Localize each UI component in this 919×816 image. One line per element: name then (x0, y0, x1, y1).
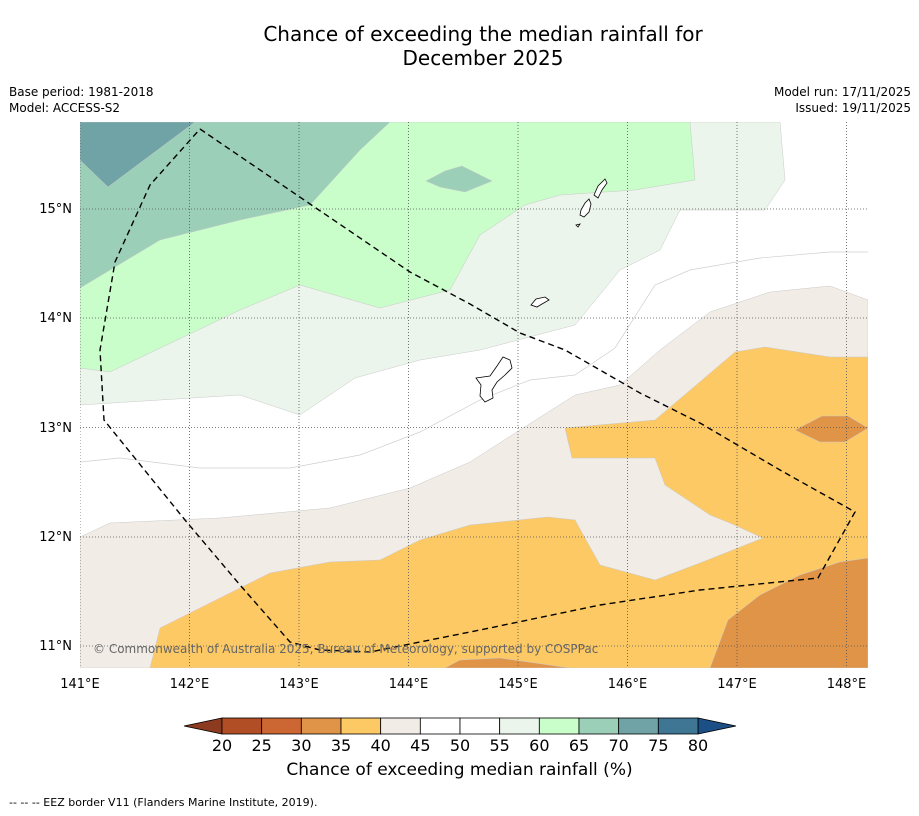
contour-line-a (80, 251, 868, 469)
model-run: Model run: 17/11/2025 (773, 85, 911, 99)
colorbar-tick-label: 20 (212, 736, 232, 755)
lon-label-145: 145°E (498, 677, 538, 692)
lat-label-12: 12°N (39, 530, 72, 545)
colorbar-cell (380, 717, 421, 735)
colorbar-cell (618, 717, 659, 735)
colorbar-cell (657, 717, 699, 735)
colorbar-tick-label: 35 (331, 736, 351, 755)
colorbar-tick-label: 40 (370, 736, 390, 755)
lat-label-14: 14°N (39, 311, 72, 326)
base-period: Base period: 1981-2018 (9, 85, 154, 99)
lon-labels: 141°E 142°E 143°E 144°E 145°E 146°E 147°… (60, 677, 866, 692)
colorbar-title: Chance of exceeding median rainfall (%) (286, 760, 633, 780)
gridlines (80, 122, 868, 668)
colorbar-tick-label: 45 (410, 736, 430, 755)
colorbar-cell (340, 717, 382, 735)
lat-label-15: 15°N (39, 202, 72, 217)
colorbar-tick-label: 30 (291, 736, 311, 755)
colorbar-tick-label: 80 (688, 736, 708, 755)
zone-30-35-east (709, 557, 868, 668)
colorbar-tick-label: 55 (489, 736, 509, 755)
colorbar-tick-label: 60 (529, 736, 549, 755)
title-line-2: December 2025 (402, 46, 564, 70)
colorbar-tick-label: 70 (608, 736, 628, 755)
eez-footnote: -- -- -- EEZ border V11 (Flanders Marine… (9, 796, 318, 809)
meta-right: Model run: 17/11/2025 Issued: 19/11/2025 (774, 84, 911, 116)
colorbar-cell (459, 717, 501, 735)
lon-label-143: 143°E (279, 677, 319, 692)
colorbar-cell (221, 717, 263, 735)
lon-label-148: 148°E (827, 677, 867, 692)
zone-70-75 (80, 122, 196, 188)
lon-label-142: 142°E (170, 677, 210, 692)
lon-label-144: 144°E (389, 677, 429, 692)
copyright-credit: © Commonwealth of Australia 2025, Bureau… (93, 642, 598, 656)
colorbar-cell (261, 717, 302, 735)
colorbar-cell (419, 717, 461, 735)
island-rota (530, 296, 550, 308)
colorbar-tick-label: 75 (648, 736, 668, 755)
rainfall-map: © Commonwealth of Australia 2025, Bureau… (80, 122, 868, 668)
zone-65-70-patch (425, 165, 493, 193)
model-name: Model: ACCESS-S2 (9, 101, 121, 115)
zone-35-40 (149, 346, 868, 668)
lat-label-11: 11°N (39, 639, 72, 654)
lon-label-146: 146°E (608, 677, 648, 692)
island-aguijan (575, 223, 581, 228)
eez-border (99, 128, 856, 653)
lon-label-141: 141°E (60, 677, 100, 692)
island-guam (475, 356, 513, 403)
colorbar: 20 25 30 35 40 45 50 55 60 65 70 75 80 (183, 717, 737, 755)
colorbar-cell (578, 717, 620, 735)
colorbar-cell (499, 717, 540, 735)
colorbar-cell (300, 717, 342, 735)
lon-label-147: 147°E (717, 677, 757, 692)
colorbar-cell (538, 717, 580, 735)
issued-date: Issued: 19/11/2025 (795, 101, 911, 115)
lat-label-13: 13°N (39, 421, 72, 436)
zone-30-35-south (444, 657, 571, 668)
zone-65-70 (80, 122, 391, 289)
colorbar-tick-label: 50 (450, 736, 470, 755)
map-title: Chance of exceeding the median rainfall … (0, 22, 919, 70)
zone-30-35-patch (794, 415, 868, 443)
lat-labels: 15°N 14°N 13°N 12°N 11°N (39, 202, 72, 654)
island-saipan (593, 178, 608, 199)
island-tinian (579, 198, 592, 218)
colorbar-tick-label: 25 (251, 736, 271, 755)
meta-left: Base period: 1981-2018 Model: ACCESS-S2 (9, 84, 154, 116)
colorbar-under-arrow (183, 717, 223, 735)
title-line-1: Chance of exceeding the median rainfall … (263, 22, 703, 46)
colorbar-over-arrow (697, 717, 737, 735)
colorbar-tick-label: 65 (569, 736, 589, 755)
